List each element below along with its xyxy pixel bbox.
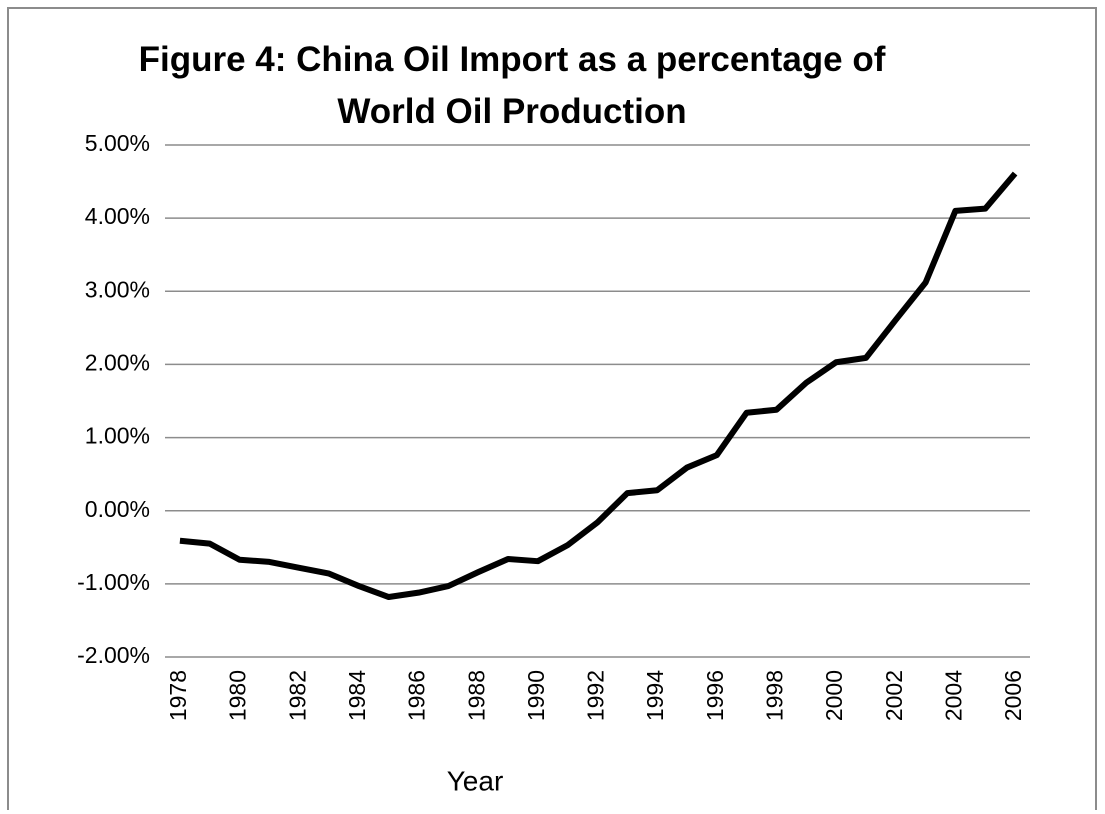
line-series [179, 171, 1018, 601]
y-tick-label: -1.00% [77, 569, 150, 595]
y-tick-label: -2.00% [77, 642, 150, 668]
chart-title: Figure 4: China Oil Import as a percenta… [138, 40, 886, 131]
x-tick-label: 2002 [881, 670, 907, 721]
x-tick-label: 1978 [165, 670, 191, 721]
x-tick-label: 2006 [1000, 670, 1026, 721]
x-tick-label: 1980 [225, 670, 251, 721]
x-tick-label: 1996 [702, 670, 728, 721]
chart-border [7, 7, 1097, 810]
y-tick-label: 5.00% [85, 130, 150, 156]
y-tick-label: 1.00% [85, 423, 150, 449]
x-tick-label: 2000 [821, 670, 847, 721]
x-tick-label: 1982 [284, 670, 310, 721]
x-tick-label: 1992 [583, 670, 609, 721]
x-tick-label: 1994 [642, 670, 668, 721]
x-tick-label: 1988 [463, 670, 489, 721]
x-tick-label: 1998 [762, 670, 788, 721]
x-tick-label: 1986 [404, 670, 430, 721]
y-tick-label: 4.00% [85, 203, 150, 229]
x-tick-label: 1990 [523, 670, 549, 721]
y-tick-label: 3.00% [85, 276, 150, 302]
x-axis-title: Year [447, 765, 504, 796]
y-tick-label: 0.00% [85, 496, 150, 522]
x-tick-label: 1984 [344, 670, 370, 721]
y-tick-label: 2.00% [85, 350, 150, 376]
x-tick-label: 2004 [941, 670, 967, 721]
